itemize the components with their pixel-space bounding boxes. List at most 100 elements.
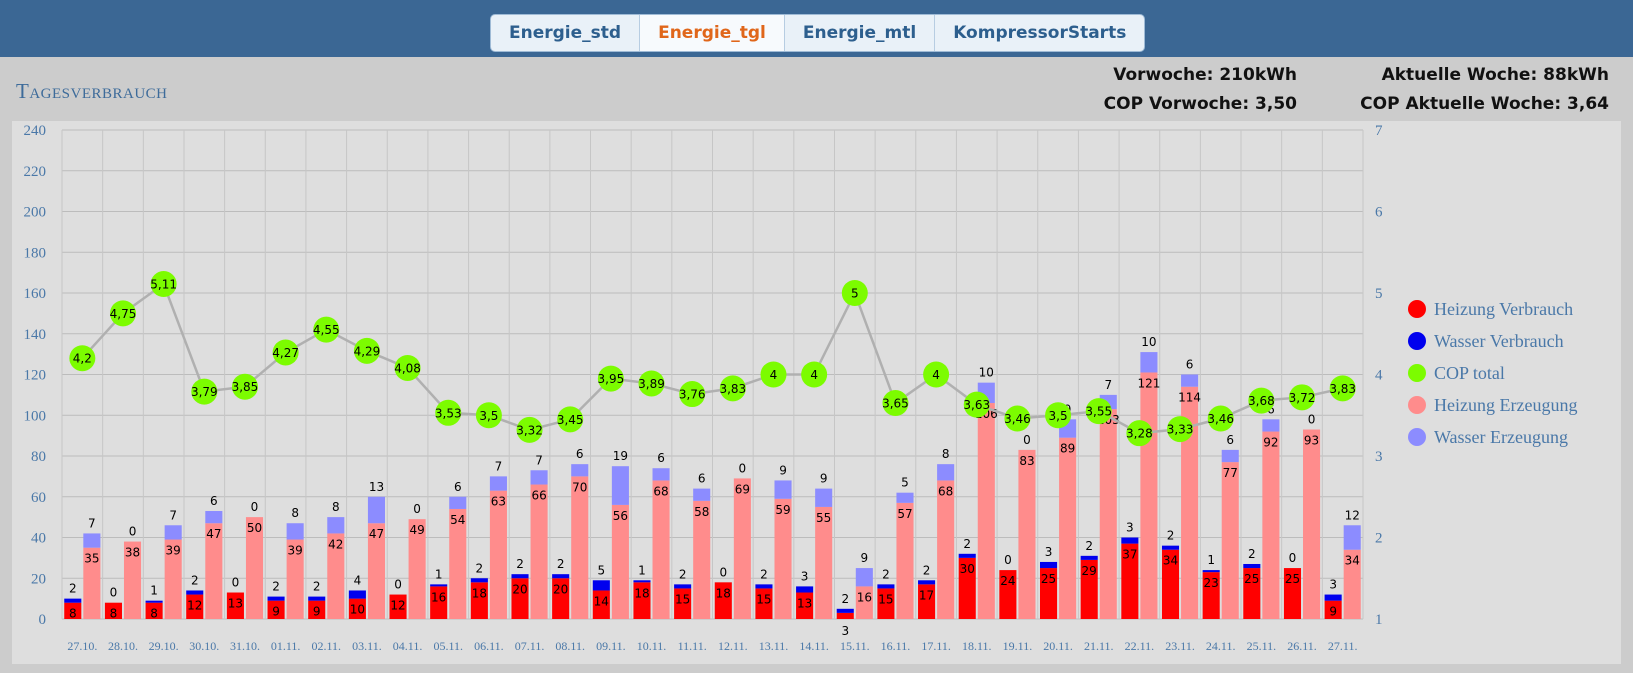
bar-wasser-erzeugung bbox=[693, 488, 711, 501]
data-label-heizung-verbrauch: 13 bbox=[797, 597, 812, 611]
x-tick-label: 09.11. bbox=[596, 639, 626, 653]
data-label-heizung-verbrauch: 15 bbox=[756, 592, 771, 606]
bar-wasser-verbrauch bbox=[592, 580, 610, 591]
cop-label: 3,89 bbox=[638, 377, 665, 391]
bar-wasser-erzeugung bbox=[1262, 419, 1280, 432]
tab-energie-mtl[interactable]: Energie_mtl bbox=[785, 15, 936, 51]
bar-heizung-verbrauch bbox=[918, 584, 936, 619]
bar-heizung-erzeugung bbox=[693, 500, 711, 619]
y-left-tick-label: 60 bbox=[31, 490, 46, 506]
bar-heizung-erzeugung bbox=[571, 476, 589, 619]
data-label-heizung-erzeugung: 66 bbox=[531, 489, 546, 503]
cop-point bbox=[1289, 384, 1316, 411]
data-label-heizung-erzeugung: 89 bbox=[1060, 442, 1075, 456]
data-label-heizung-verbrauch: 25 bbox=[1285, 572, 1300, 586]
bar-heizung-verbrauch bbox=[348, 598, 366, 619]
data-label-wasser-verbrauch: 3 bbox=[801, 569, 809, 583]
x-tick-label: 23.11. bbox=[1165, 639, 1195, 653]
data-label-wasser-erzeugung: 9 bbox=[820, 472, 828, 486]
legend-label: COP total bbox=[1434, 363, 1505, 383]
bar-heizung-erzeugung bbox=[408, 519, 426, 619]
cop-label: 3,79 bbox=[191, 385, 218, 399]
cop-point bbox=[557, 406, 584, 433]
y-left-tick-label: 240 bbox=[24, 123, 47, 139]
data-label-wasser-erzeugung: 6 bbox=[1226, 433, 1234, 447]
bar-heizung-verbrauch bbox=[796, 592, 814, 619]
bar-heizung-erzeugung bbox=[245, 517, 264, 619]
bar-heizung-verbrauch bbox=[1080, 559, 1098, 619]
y-left-tick-label: 160 bbox=[24, 286, 47, 302]
data-label-heizung-erzeugung: 57 bbox=[897, 507, 912, 521]
tab-energie-tgl[interactable]: Energie_tgl bbox=[640, 15, 785, 51]
data-label-wasser-verbrauch: 2 bbox=[1167, 529, 1175, 543]
bar-heizung-verbrauch bbox=[64, 602, 82, 619]
bar-heizung-erzeugung bbox=[327, 533, 345, 619]
legend-marker bbox=[1408, 332, 1426, 350]
bar-wasser-erzeugung bbox=[896, 492, 914, 503]
cop-point bbox=[882, 390, 909, 417]
cop-label: 3,32 bbox=[516, 423, 543, 437]
bar-wasser-erzeugung bbox=[571, 464, 589, 477]
bar-heizung-verbrauch bbox=[1202, 572, 1220, 619]
energy-chart: 0204060801001201401601802002202401234567… bbox=[12, 121, 1621, 664]
data-label-wasser-erzeugung: 10 bbox=[1141, 335, 1156, 349]
bar-wasser-verbrauch bbox=[470, 578, 488, 583]
y-left-tick-label: 20 bbox=[31, 571, 46, 587]
data-label-heizung-erzeugung: 58 bbox=[694, 505, 709, 519]
bar-wasser-erzeugung bbox=[449, 496, 467, 509]
data-label-wasser-verbrauch: 3 bbox=[1329, 578, 1337, 592]
x-tick-label: 16.11. bbox=[881, 639, 911, 653]
cop-point bbox=[841, 280, 868, 306]
bar-heizung-erzeugung bbox=[530, 484, 548, 619]
bar-wasser-verbrauch bbox=[755, 584, 773, 589]
bar-wasser-verbrauch bbox=[430, 584, 448, 587]
tab-energie-std[interactable]: Energie_std bbox=[491, 15, 641, 51]
cop-point bbox=[719, 375, 746, 402]
bar-wasser-verbrauch bbox=[145, 600, 163, 603]
x-tick-label: 15.11. bbox=[840, 639, 870, 653]
stat-cop-vorwoche: COP Vorwoche: 3,50 bbox=[1103, 94, 1297, 114]
data-label-wasser-verbrauch: 2 bbox=[841, 592, 849, 606]
data-label-wasser-erzeugung: 8 bbox=[332, 500, 340, 514]
x-tick-label: 20.11. bbox=[1043, 639, 1073, 653]
bar-heizung-verbrauch bbox=[674, 588, 692, 619]
data-label-wasser-verbrauch: 0 bbox=[232, 576, 240, 590]
bar-wasser-erzeugung bbox=[1181, 374, 1199, 387]
data-label-wasser-verbrauch: 2 bbox=[516, 557, 524, 571]
data-label-heizung-erzeugung: 47 bbox=[369, 527, 384, 541]
data-label-wasser-erzeugung: 6 bbox=[454, 480, 462, 494]
data-label-heizung-erzeugung: 70 bbox=[572, 480, 587, 494]
x-tick-label: 19.11. bbox=[1003, 639, 1033, 653]
data-label-heizung-erzeugung: 77 bbox=[1223, 466, 1238, 480]
data-label-wasser-verbrauch: 0 bbox=[1289, 551, 1297, 565]
data-label-heizung-verbrauch: 3 bbox=[841, 624, 849, 638]
bar-wasser-verbrauch bbox=[552, 574, 570, 579]
x-tick-label: 02.11. bbox=[311, 639, 341, 653]
data-label-heizung-verbrauch: 29 bbox=[1082, 564, 1097, 578]
data-label-heizung-erzeugung: 92 bbox=[1263, 436, 1278, 450]
data-label-wasser-erzeugung: 9 bbox=[861, 551, 869, 565]
data-label-wasser-erzeugung: 0 bbox=[1023, 433, 1031, 447]
bar-heizung-erzeugung bbox=[977, 403, 995, 619]
bar-wasser-verbrauch bbox=[918, 580, 936, 585]
bar-heizung-erzeugung bbox=[1018, 449, 1036, 619]
bar-wasser-erzeugung bbox=[1140, 352, 1158, 373]
data-label-heizung-verbrauch: 15 bbox=[675, 592, 690, 606]
bar-wasser-verbrauch bbox=[836, 608, 854, 613]
tab-bar: Energie_std Energie_tgl Energie_mtl Komp… bbox=[490, 14, 1146, 52]
data-label-heizung-verbrauch: 17 bbox=[919, 588, 934, 602]
tab-kompressor-starts[interactable]: KompressorStarts bbox=[953, 23, 1127, 43]
bar-wasser-erzeugung bbox=[1221, 449, 1239, 463]
data-label-wasser-verbrauch: 2 bbox=[679, 567, 687, 581]
bar-heizung-verbrauch bbox=[1283, 568, 1302, 619]
cop-point bbox=[923, 361, 950, 388]
data-label-wasser-verbrauch: 3 bbox=[1126, 521, 1134, 535]
x-tick-label: 06.11. bbox=[474, 639, 504, 653]
data-label-wasser-verbrauch: 1 bbox=[435, 567, 443, 581]
data-label-heizung-verbrauch: 16 bbox=[431, 590, 446, 604]
cop-label: 3,5 bbox=[1049, 409, 1068, 423]
bar-heizung-verbrauch bbox=[836, 612, 854, 619]
data-label-heizung-erzeugung: 63 bbox=[491, 495, 506, 509]
bar-wasser-verbrauch bbox=[633, 580, 651, 583]
x-tick-label: 29.10. bbox=[149, 639, 179, 653]
